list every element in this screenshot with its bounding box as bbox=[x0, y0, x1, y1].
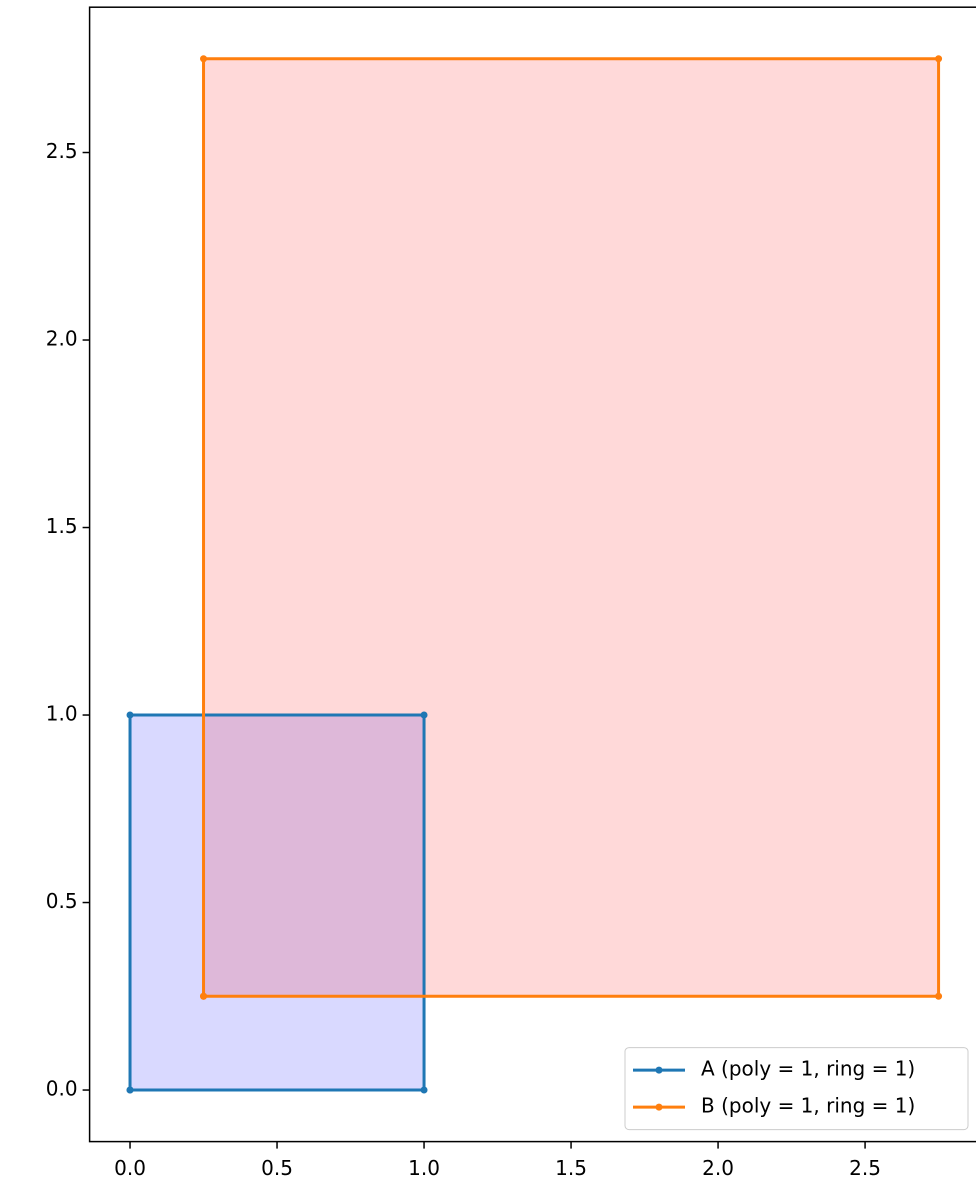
legend: A (poly = 1, ring = 1) B (poly = 1, ring … bbox=[624, 1047, 969, 1131]
legend-label: B (poly = 1, ring = 1) bbox=[701, 1094, 915, 1118]
x-tick-label: 1.5 bbox=[555, 1156, 587, 1180]
marker bbox=[420, 711, 428, 719]
y-tick-label: 2.0 bbox=[46, 327, 78, 351]
axes-frame bbox=[88, 6, 976, 1143]
y-tick-label: 0.0 bbox=[46, 1077, 78, 1101]
y-tick-label: 1.5 bbox=[46, 514, 78, 538]
x-tick-label: 0.0 bbox=[114, 1156, 146, 1180]
fill-area bbox=[203, 58, 939, 997]
x-tick-label: 0.5 bbox=[261, 1156, 293, 1180]
y-tick-label: 2.5 bbox=[46, 139, 78, 163]
marker bbox=[935, 55, 943, 63]
y-tick-label: 0.5 bbox=[46, 889, 78, 913]
marker bbox=[126, 1086, 134, 1094]
legend-marker bbox=[655, 1103, 663, 1111]
marker bbox=[420, 1086, 428, 1094]
marker bbox=[200, 992, 208, 1000]
x-tick-label: 2.0 bbox=[702, 1156, 734, 1180]
marker bbox=[200, 55, 208, 63]
x-tick-label: 1.0 bbox=[408, 1156, 440, 1180]
legend-label: A (poly = 1, ring = 1) bbox=[701, 1057, 915, 1081]
legend-box bbox=[624, 1047, 969, 1131]
y-tick-label: 1.0 bbox=[46, 702, 78, 726]
marker bbox=[935, 992, 943, 1000]
x-tick-label: 2.5 bbox=[849, 1156, 881, 1180]
marker bbox=[126, 711, 134, 719]
legend-marker bbox=[655, 1066, 663, 1074]
